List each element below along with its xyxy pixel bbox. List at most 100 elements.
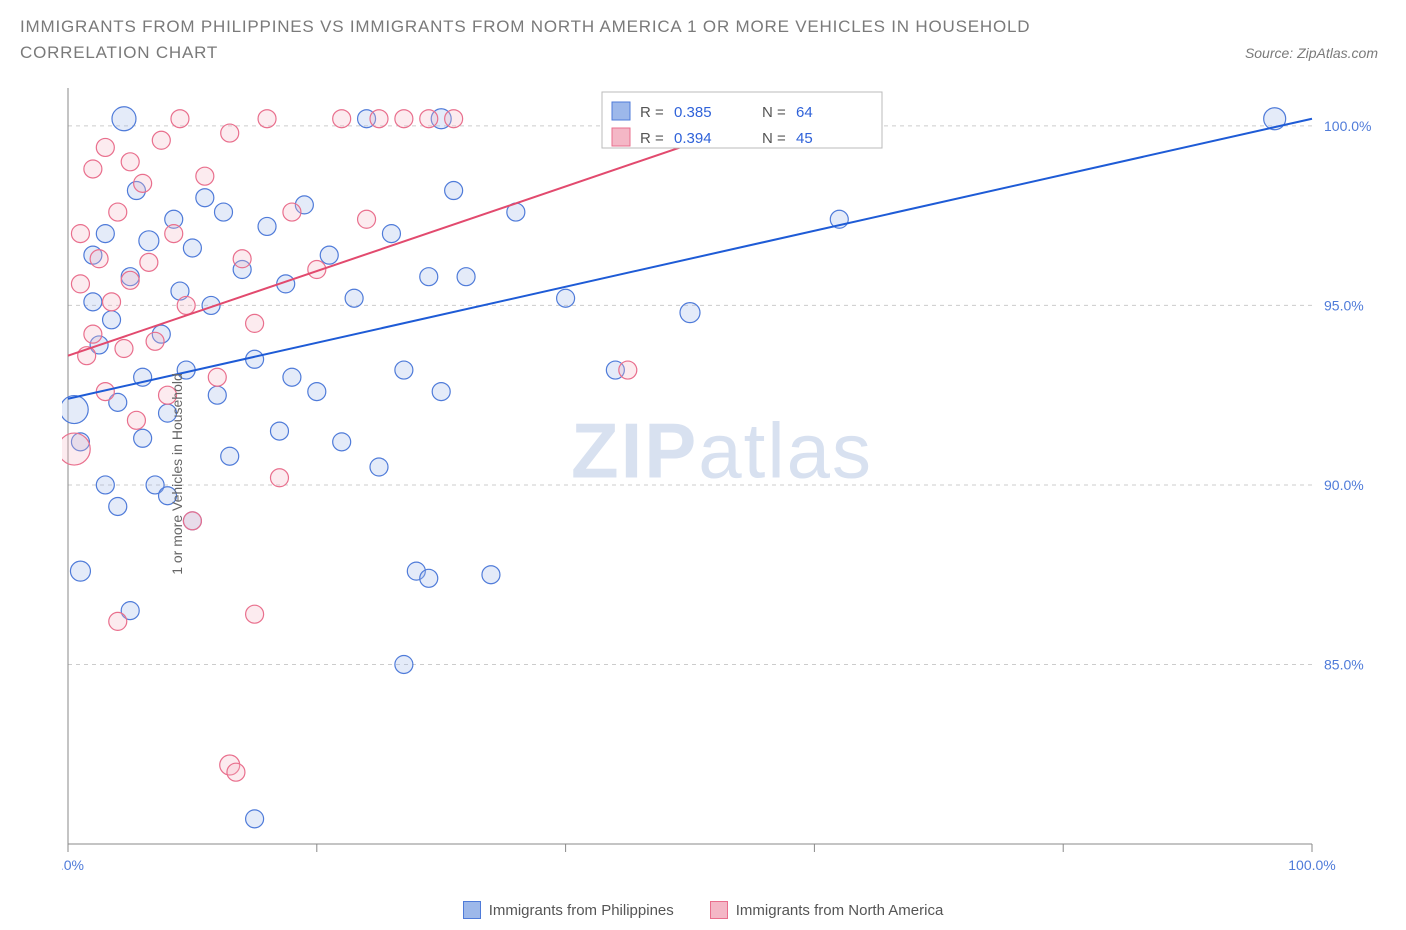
data-point [121,271,139,289]
y-axis-label: 1 or more Vehicles in Household [169,373,185,575]
legend-item: Immigrants from Philippines [463,901,674,919]
data-point [62,396,88,424]
data-point [395,361,413,379]
data-point [127,411,145,429]
data-point [109,497,127,515]
trend-line [68,119,1312,399]
data-point [420,110,438,128]
data-point [121,153,139,171]
data-point [196,189,214,207]
data-point [112,107,136,131]
data-point [84,293,102,311]
data-point [115,340,133,358]
data-point [134,429,152,447]
chart-title: IMMIGRANTS FROM PHILIPPINES VS IMMIGRANT… [20,14,1120,65]
data-point [358,210,376,228]
legend-item: Immigrants from North America [710,901,944,919]
legend-stat: 64 [796,104,813,121]
data-point [395,110,413,128]
data-point [103,311,121,329]
legend-swatch [463,901,481,919]
data-point [183,239,201,257]
legend-label: Immigrants from North America [736,902,944,919]
legend-stat: N = [762,104,786,121]
legend-swatch [710,901,728,919]
data-point [258,110,276,128]
data-point [221,447,239,465]
data-point [96,225,114,243]
legend-stat: 0.385 [674,104,712,121]
header-row: IMMIGRANTS FROM PHILIPPINES VS IMMIGRANT… [0,0,1406,65]
data-point [140,253,158,271]
plot-area: 1 or more Vehicles in Household ZIPatlas… [62,84,1382,864]
data-point [233,250,251,268]
data-point [619,361,637,379]
data-point [333,110,351,128]
bottom-legend: Immigrants from Philippines Immigrants fr… [0,901,1406,924]
y-tick-label: 85.0% [1324,656,1364,672]
data-point [283,368,301,386]
data-point [382,225,400,243]
data-point [246,350,264,368]
data-point [246,605,264,623]
data-point [370,110,388,128]
data-point [109,203,127,221]
data-point [165,225,183,243]
data-point [208,386,226,404]
data-point [71,225,89,243]
y-tick-label: 95.0% [1324,297,1364,313]
data-point [270,469,288,487]
data-point [246,314,264,332]
data-point [345,289,363,307]
legend-stat: 0.394 [674,130,712,147]
data-point [84,325,102,343]
data-point [227,763,245,781]
data-point [62,433,90,465]
data-point [445,110,463,128]
x-tick-label: 0.0% [62,857,84,873]
data-point [134,174,152,192]
legend-stat: R = [640,130,664,147]
legend-swatch [612,128,630,146]
legend-stat: 45 [796,130,813,147]
data-point [103,293,121,311]
data-point [208,368,226,386]
data-point [215,203,233,221]
data-point [420,268,438,286]
data-point [457,268,475,286]
data-point [152,131,170,149]
data-point [183,512,201,530]
source-label: Source: ZipAtlas.com [1245,45,1386,65]
data-point [109,612,127,630]
data-point [84,160,102,178]
data-point [71,275,89,293]
data-point [221,124,239,142]
data-point [308,383,326,401]
data-point [196,167,214,185]
legend-stat: R = [640,104,664,121]
data-point [246,810,264,828]
data-point [680,303,700,323]
data-point [333,433,351,451]
data-point [395,655,413,673]
data-point [139,231,159,251]
y-tick-label: 90.0% [1324,477,1364,493]
data-point [557,289,575,307]
data-point [258,217,276,235]
data-point [270,422,288,440]
data-point [320,246,338,264]
legend-label: Immigrants from Philippines [489,902,674,919]
data-point [171,110,189,128]
data-point [96,138,114,156]
data-point [96,476,114,494]
x-tick-label: 100.0% [1288,857,1335,873]
data-point [70,561,90,581]
data-point [90,250,108,268]
y-tick-label: 100.0% [1324,118,1371,134]
data-point [482,566,500,584]
data-point [445,182,463,200]
data-point [420,569,438,587]
legend-stat: N = [762,130,786,147]
data-point [370,458,388,476]
data-point [146,332,164,350]
